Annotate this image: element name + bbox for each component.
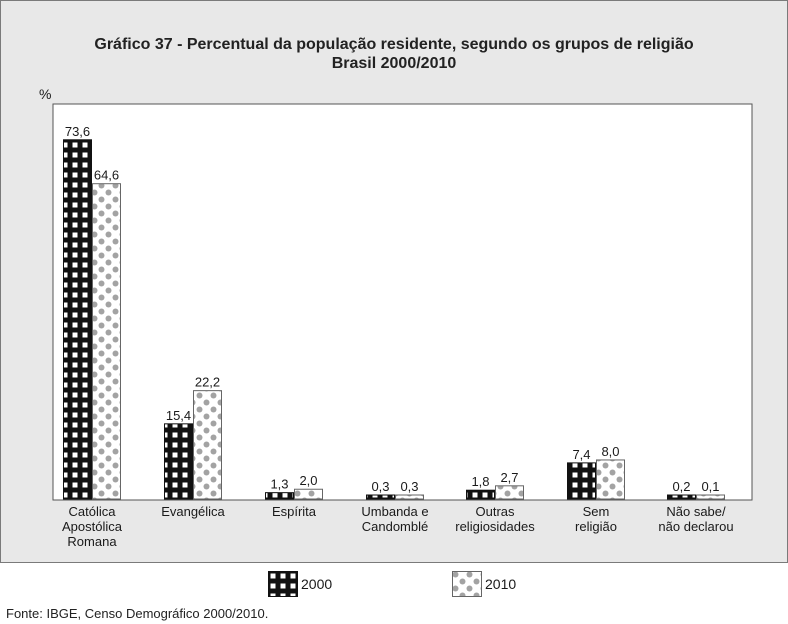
- plot-area: [52, 103, 753, 501]
- data-label-2000-4: 1,8: [471, 474, 489, 489]
- data-label-2000-6: 0,2: [672, 479, 690, 494]
- data-label-2010-4: 2,7: [500, 470, 518, 485]
- category-label-4: Outras religiosidades: [455, 504, 535, 534]
- bar-2010-4: [495, 485, 524, 500]
- data-label-2000-5: 7,4: [572, 447, 590, 462]
- bar-2010-5: [596, 459, 625, 500]
- legend-item-2000: 2000: [268, 570, 332, 598]
- bar-2000-4: [466, 489, 495, 500]
- bar-2000-3: [366, 494, 395, 500]
- bar-chart: 73,6 15,4 1,3 0,3 1,8 7,4 0,2 64,6 22,2 2,0 0,3 2,7…: [52, 103, 753, 549]
- data-label-2010-1: 22,2: [195, 375, 220, 390]
- category-label-1: Evangélica: [161, 504, 225, 519]
- category-label-6: Não sabe/não declarou: [658, 504, 733, 534]
- bar-2000-2: [265, 492, 294, 500]
- category-label-5: Sem religião: [575, 504, 617, 534]
- legend-label-2000: 2000: [301, 576, 333, 592]
- legend-swatch-2000: [268, 571, 298, 597]
- legend-swatch-2010: [452, 571, 482, 597]
- source-note: Fonte: IBGE, Censo Demográfico 2000/2010…: [6, 606, 269, 621]
- chart-title: Gráfico 37 - Percentual da população res…: [94, 36, 694, 53]
- bar-2010-0: [92, 183, 121, 500]
- data-label-2000-3: 0,3: [371, 479, 389, 494]
- bar-2000-0: [63, 139, 92, 500]
- category-label-0: Católica Apostólica Romana: [62, 504, 123, 549]
- bar-2000-1: [164, 423, 193, 500]
- data-label-2010-6: 0,1: [701, 479, 719, 494]
- data-label-2010-0: 64,6: [94, 168, 119, 183]
- legend-label-2010: 2010: [485, 576, 517, 592]
- y-axis-unit-label: %: [39, 86, 52, 102]
- data-label-2010-3: 0,3: [400, 479, 418, 494]
- data-label-2000-2: 1,3: [270, 477, 288, 492]
- data-label-2010-2: 2,0: [299, 473, 317, 488]
- category-label-3: Umbanda e Candomblé: [361, 504, 428, 534]
- legend-item-2010: 2010: [452, 570, 516, 598]
- data-label-2010-5: 8,0: [601, 444, 619, 459]
- category-label-2: Espírita: [272, 504, 317, 519]
- chart-subtitle: Brasil 2000/2010: [331, 55, 457, 72]
- bar-2010-2: [294, 488, 323, 500]
- bar-2010-6: [696, 494, 725, 500]
- bar-2000-5: [567, 462, 596, 500]
- data-label-2000-1: 15,4: [166, 408, 191, 423]
- bar-2000-6: [667, 494, 696, 500]
- bar-2010-1: [193, 390, 222, 500]
- data-label-2000-0: 73,6: [65, 124, 90, 139]
- bar-2010-3: [395, 494, 424, 500]
